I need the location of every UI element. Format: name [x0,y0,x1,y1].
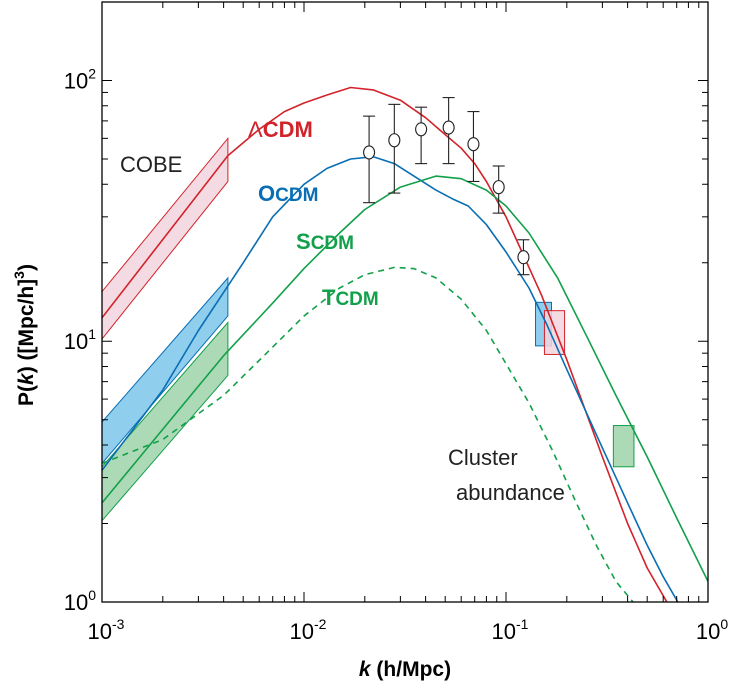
cobe-band [102,276,229,465]
y-axis-title: P(k) ([Mpc/h]3) [11,264,38,406]
series-line [102,155,679,602]
scdm-label: SCDM [296,229,354,254]
model-curves [102,86,708,602]
plot-frame [101,1,709,603]
abundance-label: abundance [456,480,565,505]
ocdm-label: OCDM [258,181,318,206]
cluster-box [612,425,635,468]
data-point [517,250,530,265]
tcdm-label: TCDM [322,285,379,310]
cluster-label: Cluster [448,445,518,470]
data-point [415,122,428,137]
cluster-box [543,310,566,355]
cobe-band [102,321,229,522]
x-tick-label: 10-1 [492,616,529,644]
series-line [102,175,708,582]
x-tick-label: 100 [696,616,728,644]
series-line [102,266,635,602]
y-tick-label: 102 [64,65,96,93]
cluster-boxes [535,301,635,468]
cobe-band [102,136,229,340]
x-tick-label: 10-2 [290,616,327,644]
data-point [492,180,505,195]
data-point [442,120,455,135]
galaxy-data-points [363,97,530,276]
cobe-bands [102,136,229,522]
y-tick-label: 100 [64,587,96,615]
data-point [467,137,480,152]
y-tick-label: 101 [64,326,96,354]
data-point [388,133,401,148]
data-point [363,145,376,160]
axis-ticks [101,1,709,603]
lcdm-label: ΛCDM [248,117,313,142]
cobe-label: COBE [120,152,182,177]
x-axis-title: k (h/Mpc) [359,658,451,681]
x-tick-label: 10-3 [88,616,125,644]
